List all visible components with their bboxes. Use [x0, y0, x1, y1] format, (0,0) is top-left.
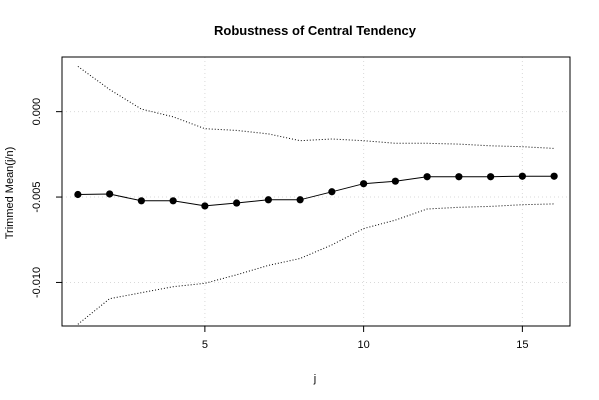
- y-tick-label: -0.010: [31, 267, 43, 298]
- trimmed-mean-point: [169, 197, 177, 205]
- plot-frame: [61, 56, 571, 327]
- y-tick-label: 0.000: [31, 98, 43, 126]
- y-tick-label: -0.005: [31, 181, 43, 212]
- trimmed-mean-point: [487, 173, 495, 181]
- mean-line-layer: [77, 175, 555, 207]
- x-tick-label: 5: [202, 339, 208, 351]
- trimmed-mean-point: [550, 172, 558, 180]
- x-tick-label: 10: [358, 339, 370, 351]
- confidence-band-layer: [77, 65, 555, 325]
- x-axis-label: j: [313, 373, 316, 385]
- mean-point-layer: [74, 172, 558, 210]
- lower-band-line: [77, 203, 555, 325]
- trimmed-mean-line: [77, 175, 555, 207]
- trimmed-mean-point: [264, 196, 272, 204]
- trimmed-mean-point: [328, 188, 336, 196]
- y-axis-label: Trimmed Mean(j/n): [4, 147, 16, 240]
- trimmed-mean-point: [360, 180, 368, 188]
- grid-layer: [62, 57, 570, 326]
- x-tick-label: 15: [516, 339, 528, 351]
- trimmed-mean-point: [201, 202, 209, 210]
- trimmed-mean-point: [74, 190, 82, 199]
- trimmed-mean-point: [423, 173, 431, 181]
- axis-layer: 5 10 15 -0.010 -0.005 0.000: [31, 98, 529, 351]
- trimmed-mean-point: [518, 172, 526, 180]
- trimmed-mean-point: [296, 196, 304, 204]
- upper-band-line: [77, 65, 555, 149]
- trimmed-mean-point: [391, 177, 399, 185]
- trimmed-mean-point: [233, 199, 241, 207]
- trimmed-mean-point: [137, 197, 145, 205]
- trimmed-mean-point: [455, 173, 463, 181]
- trimmed-mean-point: [106, 190, 114, 198]
- chart-title: Robustness of Central Tendency: [214, 23, 417, 38]
